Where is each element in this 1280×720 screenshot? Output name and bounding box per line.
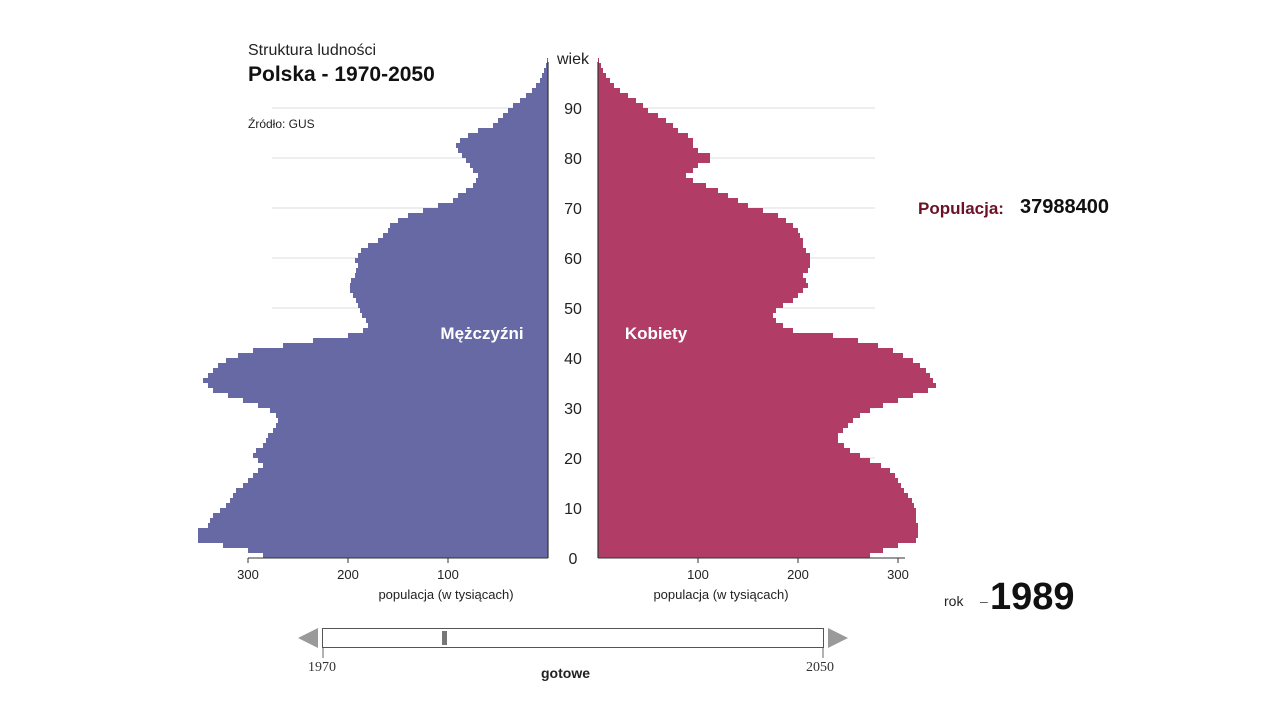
y-tick-label: 80 bbox=[564, 151, 582, 168]
y-tick-label: 70 bbox=[564, 201, 582, 218]
chart-subtitle: Struktura ludności bbox=[248, 42, 377, 59]
x-tick-label-left: 200 bbox=[337, 567, 359, 582]
slider-left-arrow-icon[interactable] bbox=[298, 628, 318, 648]
y-tick-label: 60 bbox=[564, 251, 582, 268]
x-tick-label-left: 300 bbox=[237, 567, 259, 582]
y-tick-label: 0 bbox=[569, 551, 578, 568]
status-label: gotowe bbox=[541, 665, 590, 681]
year-slider-thumb[interactable] bbox=[442, 631, 448, 645]
y-tick-label: 50 bbox=[564, 301, 582, 318]
x-axis-label-right: populacja (w tysiącach) bbox=[653, 587, 788, 602]
y-tick-label: 20 bbox=[564, 451, 582, 468]
year-label: rok bbox=[944, 593, 964, 609]
y-tick-label: 30 bbox=[564, 401, 582, 418]
y-tick-label: 90 bbox=[564, 101, 582, 118]
y-axis-label: wiek bbox=[556, 51, 590, 68]
x-tick-label-left: 100 bbox=[437, 567, 459, 582]
chart-title: Polska - 1970-2050 bbox=[248, 63, 435, 86]
y-tick-label: 40 bbox=[564, 351, 582, 368]
slider-right-arrow-icon[interactable] bbox=[828, 628, 848, 648]
year-value: 1989 bbox=[990, 576, 1075, 618]
slider-start-label: 1970 bbox=[308, 660, 336, 675]
slider-end-label: 2050 bbox=[806, 660, 834, 675]
population-value: 37988400 bbox=[1020, 196, 1109, 218]
male-series-label: Mężczyźni bbox=[440, 324, 523, 343]
year-dash: – bbox=[980, 593, 988, 609]
year-slider[interactable] bbox=[322, 628, 824, 648]
female-series-label: Kobiety bbox=[625, 324, 688, 343]
population-label: Populacja: bbox=[918, 199, 1004, 218]
source-note: Źródło: GUS bbox=[248, 117, 315, 131]
x-axis-label-left: populacja (w tysiącach) bbox=[378, 587, 513, 602]
female-population-bars bbox=[598, 53, 936, 558]
x-tick-label-right: 100 bbox=[687, 567, 709, 582]
x-tick-label-right: 300 bbox=[887, 567, 909, 582]
x-tick-label-right: 200 bbox=[787, 567, 809, 582]
male-population-bars bbox=[198, 53, 548, 558]
y-tick-label: 10 bbox=[564, 501, 582, 518]
